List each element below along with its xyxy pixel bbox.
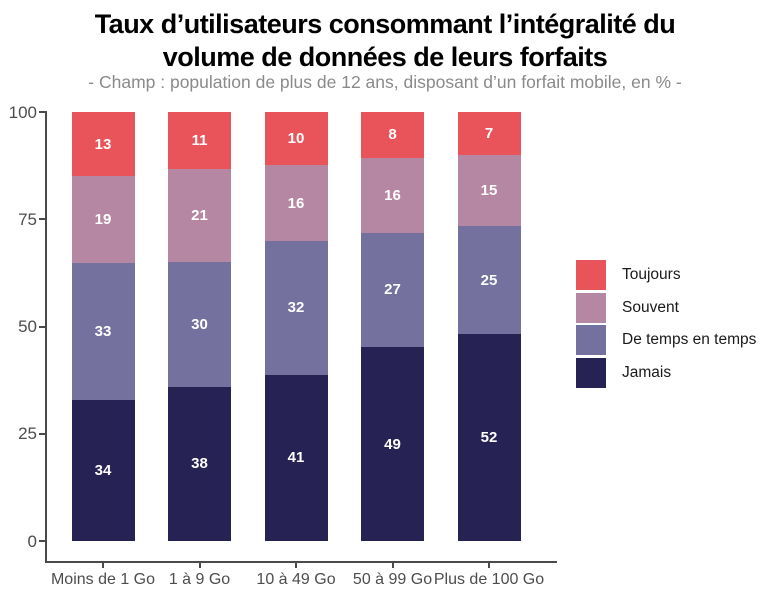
x-axis-tick: [198, 563, 201, 568]
x-axis-tick: [488, 563, 490, 568]
bar-value-label: 34: [94, 462, 112, 479]
bar-value-label: 13: [94, 135, 112, 153]
bar-value-label: 38: [191, 455, 208, 473]
x-axis-tick: [295, 563, 297, 568]
bar-value-label: 33: [94, 322, 112, 340]
y-axis-tick-label: 25: [18, 424, 37, 444]
bar-segment: 49: [361, 347, 424, 541]
legend-label: De temps en temps: [622, 331, 757, 348]
bar-value-label: 30: [191, 315, 208, 333]
bar-value-label: 19: [94, 211, 112, 229]
bar-segment: 21: [168, 168, 231, 262]
y-axis-line: [45, 111, 47, 563]
bar-value-label: 25: [480, 271, 498, 289]
legend-item: Toujours: [576, 260, 756, 290]
bar-2: 38 30 21 11: [168, 112, 231, 541]
bar-value-label: 11: [191, 131, 208, 149]
bar-value-label: 16: [384, 186, 401, 204]
bar-value-label: 15: [480, 181, 498, 199]
bar-3: 41 32 16 10: [264, 112, 328, 541]
y-axis-tick-label: 50: [18, 317, 37, 336]
x-axis-label: Plus de 100 Go: [433, 571, 545, 588]
bar-segment: 11: [168, 112, 231, 169]
x-axis-label: 10 à 49 Go: [256, 571, 336, 588]
y-axis-tick: [39, 432, 45, 435]
bar-value-label: 49: [384, 435, 401, 453]
bar-5: 52 25 15 7: [457, 112, 521, 541]
x-axis-label: 1 à 9 Go: [168, 571, 231, 588]
y-axis-tick: [39, 111, 45, 113]
bar-4: 49 27 16 8: [361, 112, 424, 541]
bar-segment: 10: [264, 112, 328, 166]
x-axis-tick: [102, 563, 104, 568]
chart-subtitle: - Champ : population de plus de 12 ans, …: [88, 72, 682, 92]
bar-value-label: 21: [191, 206, 208, 224]
bar-value-label: 10: [287, 130, 305, 148]
x-axis-label: 50 à 99 Go: [352, 571, 433, 588]
bar-1: 34 33 19 13: [71, 112, 135, 541]
y-axis-tick-label: 75: [18, 209, 37, 229]
y-axis-tick: [39, 218, 45, 221]
legend-item: Souvent: [576, 292, 756, 323]
x-axis-tick: [391, 563, 394, 568]
chart-title-line1: Taux d’utilisateurs consommant l’intégra…: [94, 9, 676, 39]
bar-segment: 32: [264, 240, 328, 375]
bar-segment: 15: [457, 154, 521, 227]
legend-item: Jamais: [576, 357, 756, 388]
bar-segment: 16: [361, 157, 424, 233]
x-axis-label: Moins de 1 Go: [50, 571, 156, 588]
chart-title: Taux d’utilisateurs consommant l’intégra…: [0, 8, 770, 74]
bar-segment: 41: [264, 374, 328, 541]
legend-key-swatch: [576, 260, 606, 290]
bar-value-label: 41: [287, 449, 305, 467]
bar-value-label: 27: [384, 281, 401, 299]
legend-key-swatch: [576, 325, 606, 355]
bar-value-label: 7: [484, 124, 494, 142]
legend-label: Jamais: [622, 363, 672, 381]
bar-segment: 7: [457, 112, 521, 155]
legend-label: Souvent: [622, 298, 679, 316]
bar-value-label: 32: [287, 299, 305, 317]
legend: Toujours Souvent De temps en temps Jamais: [576, 260, 756, 390]
legend-key-swatch: [576, 357, 606, 388]
x-axis-line: [45, 561, 557, 563]
y-axis-tick-label: 100: [8, 102, 37, 122]
bar-segment: 34: [71, 400, 135, 541]
bar-value-label: 52: [480, 429, 498, 447]
bar-segment: 13: [71, 112, 135, 177]
legend-key-swatch: [576, 292, 606, 323]
bar-segment: 30: [168, 261, 231, 387]
y-axis-tick: [39, 325, 45, 328]
bar-segment: 52: [457, 334, 521, 541]
bar-segment: 38: [168, 386, 231, 541]
legend-item: De temps en temps: [576, 325, 756, 355]
bar-value-label: 8: [388, 126, 397, 144]
bar-segment: 16: [264, 165, 328, 241]
bar-value-label: 16: [287, 194, 305, 212]
y-axis-tick: [39, 540, 45, 542]
legend-label: Toujours: [622, 266, 681, 283]
bar-segment: 8: [361, 112, 424, 158]
bar-segment: 19: [71, 176, 135, 263]
chart-title-line2: volume de données de leurs forfaits: [162, 42, 608, 72]
bar-segment: 27: [361, 232, 424, 348]
y-axis-tick-label: 0: [27, 531, 37, 551]
bar-segment: 25: [457, 226, 521, 335]
bar-segment: 33: [71, 262, 135, 401]
